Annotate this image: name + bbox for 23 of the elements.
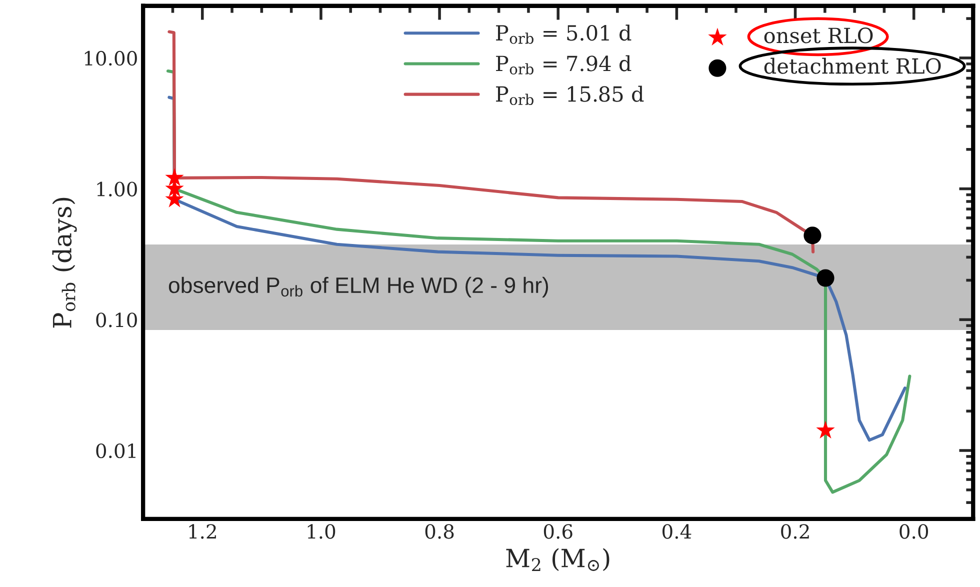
- legend-label: onset RLO: [764, 28, 873, 44]
- point: [804, 226, 822, 244]
- x-tick-label: 1.2: [189, 524, 216, 539]
- legend-label: detachment RLO: [764, 58, 941, 74]
- x-tick-label: 0.8: [425, 524, 454, 539]
- y-tick-label: 1.00: [97, 182, 137, 196]
- point: [816, 420, 835, 439]
- x-tick-label: 0.6: [544, 524, 572, 539]
- point: [165, 168, 184, 186]
- x-tick-label: 0.4: [662, 524, 692, 539]
- x-axis-title: M$_{2}$ (M$_{⊙}$): [506, 548, 610, 572]
- point: [816, 269, 834, 287]
- legend-label: P$_{orb}$ = 5.01 d: [496, 24, 632, 44]
- legend-label: P$_{orb}$ = 15.85 d: [496, 86, 644, 106]
- x-tick-label: 1.0: [308, 524, 336, 539]
- y-tick-label: 0.10: [96, 312, 137, 328]
- legend-label: P$_{orb}$ = 7.94 d: [496, 55, 632, 74]
- y-tick-label: 0.01: [96, 443, 136, 458]
- y-tick-label: 10.00: [84, 50, 137, 66]
- band-label: observed P$_{orb}$ of ELM He WD (2 - 9 hr): [168, 276, 548, 298]
- x-tick-label: 0.0: [900, 524, 928, 539]
- y-axis-title: P$_{orb}$ (days): [52, 198, 77, 328]
- x-tick-label: 0.2: [781, 524, 809, 539]
